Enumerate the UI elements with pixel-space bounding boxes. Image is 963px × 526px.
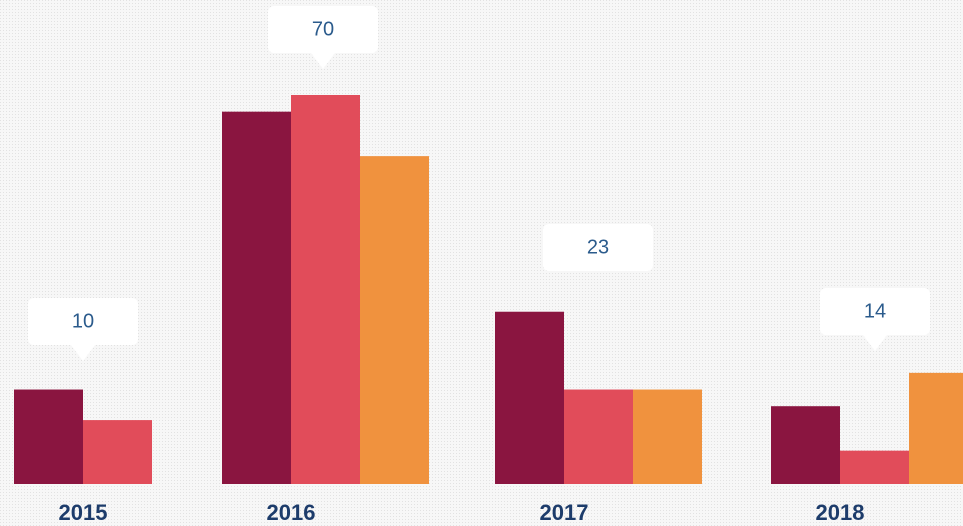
bar: [564, 389, 633, 484]
bar: [771, 406, 840, 484]
callout-pointer: [863, 335, 887, 351]
callout-box: [543, 224, 653, 271]
bar: [83, 420, 152, 484]
callout-pointer: [71, 345, 95, 361]
bar: [222, 111, 291, 485]
callout-label: 10: [72, 310, 94, 332]
bar: [909, 372, 963, 484]
callout-label: 70: [312, 18, 334, 40]
x-tick-label: 2016: [267, 500, 316, 525]
bar: [633, 389, 702, 484]
x-tick-label: 2015: [59, 500, 108, 525]
bar: [14, 389, 83, 484]
callout-box: [28, 298, 138, 345]
plot-area: 2015 10 2016 70 2017 23 2018 14: [14, 6, 963, 525]
bar: [840, 450, 909, 484]
callout-box: [820, 288, 930, 335]
bar: [495, 311, 564, 484]
bar: [360, 156, 429, 484]
callout-pointer: [311, 53, 335, 69]
bar: [291, 95, 360, 484]
callout-label: 14: [864, 300, 886, 322]
x-tick-label: 2017: [540, 500, 589, 525]
callout-box: [268, 6, 378, 53]
x-tick-label: 2018: [816, 500, 865, 525]
callout-label: 23: [587, 236, 609, 258]
